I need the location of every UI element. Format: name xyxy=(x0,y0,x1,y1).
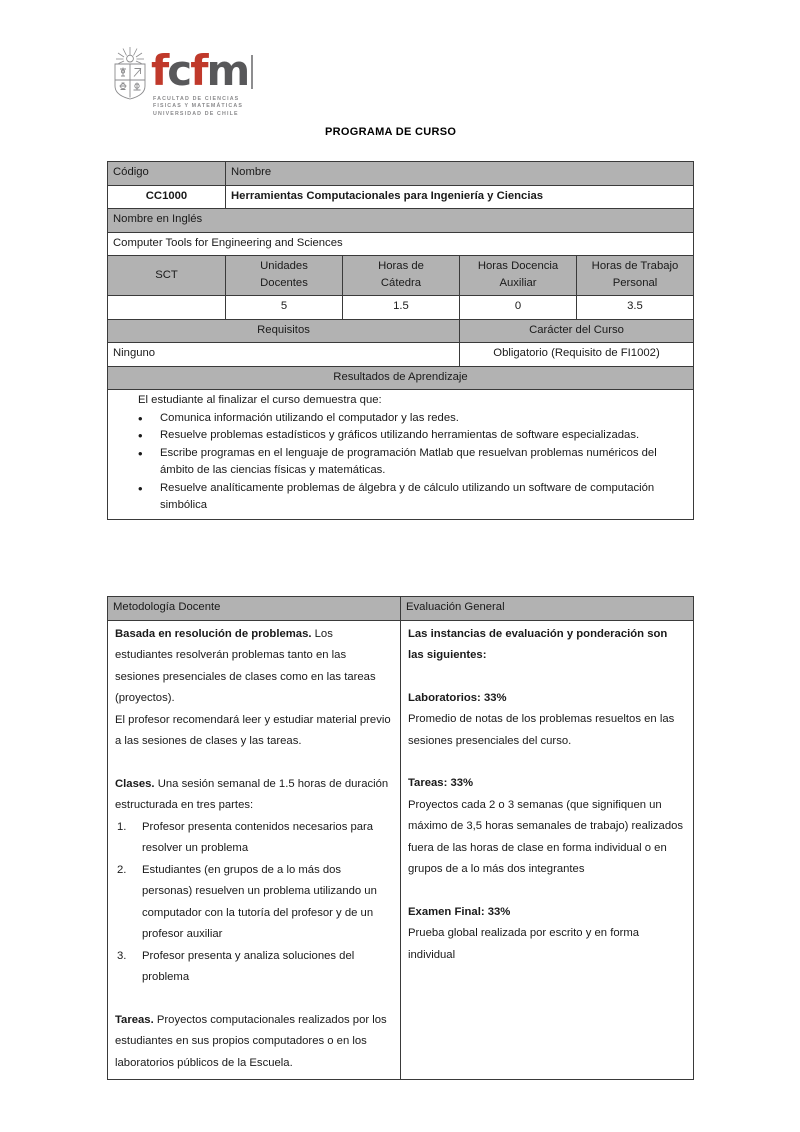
unidades-docentes-header: Unidades Docentes xyxy=(225,255,343,296)
bullet-icon: • xyxy=(138,410,143,426)
metodologia-paragraph-1: Basada en resolución de problemas. Los e… xyxy=(115,624,393,710)
list-item-label: Estudiantes (en grupos de a lo más dos p… xyxy=(142,863,377,941)
codigo-value: CC1000 xyxy=(107,184,226,209)
sct-value xyxy=(107,295,226,320)
page-title: PROGRAMA DE CURSO xyxy=(325,126,457,138)
horas-docencia-auxiliar-header: Horas Docencia Auxiliar xyxy=(459,255,577,296)
caracter-curso-value: Obligatorio (Requisito de FI1002) xyxy=(459,342,694,367)
evaluacion-item-text: Promedio de notas de los problemas resue… xyxy=(408,713,675,747)
wordmark-letter-f2: f xyxy=(190,46,208,95)
sct-header: SCT xyxy=(107,255,226,296)
codigo-header: Código xyxy=(107,161,226,186)
clases-steps-list: 1. Profesor presenta contenidos necesari… xyxy=(115,817,393,989)
caracter-curso-header: Carácter del Curso xyxy=(459,318,694,343)
evaluacion-general-cell: Las instancias de evaluación y ponderaci… xyxy=(400,619,694,1080)
horas-docencia-auxiliar-value: 0 xyxy=(459,295,577,320)
list-item: • Comunica información utilizando el com… xyxy=(138,410,685,428)
spacer xyxy=(408,752,686,773)
table-row: SCT Unidades Docentes Horas de Cátedra H… xyxy=(107,255,694,296)
list-item: • Resuelve analíticamente problemas de á… xyxy=(138,480,685,515)
table-row: Ninguno Obligatorio (Requisito de FI1002… xyxy=(107,342,694,367)
document-header: fcfm FACULTAD DE CIENCIAS FISICAS Y MATE… xyxy=(107,44,693,144)
list-item-label: Profesor presenta y analiza soluciones d… xyxy=(142,949,355,984)
nombre-header: Nombre xyxy=(225,161,694,186)
table-row: CC1000 Herramientas Computacionales para… xyxy=(107,184,694,209)
metodologia-clases-paragraph: Clases. Una sesión semanal de 1.5 horas … xyxy=(115,774,393,817)
table-row: Resultados de Aprendizaje xyxy=(107,365,694,390)
bullet-icon: • xyxy=(138,428,143,443)
table-row: Basada en resolución de problemas. Los e… xyxy=(107,619,694,1080)
wordmark-letter-m: m xyxy=(206,46,250,95)
evaluacion-item-text: Prueba global realizada por escrito y en… xyxy=(408,927,640,961)
list-item-label: Resuelve analíticamente problemas de álg… xyxy=(160,481,655,512)
fcfm-logo: fcfm FACULTAD DE CIENCIAS FISICAS Y MATE… xyxy=(107,44,267,134)
resultados-aprendizaje-cell: El estudiante al finalizar el curso demu… xyxy=(107,389,694,520)
nombre-ingles-header: Nombre en Inglés xyxy=(107,208,694,233)
bullet-icon: • xyxy=(138,445,143,461)
horas-catedra-value: 1.5 xyxy=(342,295,460,320)
table-row: Código Nombre xyxy=(107,161,694,186)
resultados-intro: El estudiante al finalizar el curso demu… xyxy=(138,394,382,406)
requisitos-value: Ninguno xyxy=(107,342,460,367)
spacer xyxy=(408,881,686,902)
fcfm-wordmark: fcfm xyxy=(151,50,254,92)
wordmark-letter-c: c xyxy=(167,46,192,95)
metodologia-paragraph-2: El profesor recomendará leer y estudiar … xyxy=(115,713,391,748)
wordmark-bar xyxy=(251,55,254,89)
metodologia-tareas-paragraph: Tareas. Proyectos computacionales realiz… xyxy=(115,1010,393,1075)
bullet-icon: • xyxy=(138,480,143,496)
clases-bold: Clases. xyxy=(115,777,155,790)
horas-trabajo-personal-value: 3.5 xyxy=(576,295,694,320)
metodologia-p1-rest: Los estudiantes resolverán problemas tan… xyxy=(115,627,376,705)
metodologia-docente-cell: Basada en resolución de problemas. Los e… xyxy=(107,619,401,1080)
evaluacion-item-title: Laboratorios: 33% xyxy=(408,691,507,704)
list-item: 1. Profesor presenta contenidos necesari… xyxy=(115,817,393,860)
evaluacion-general-header: Evaluación General xyxy=(400,596,694,621)
tareas-bold: Tareas. xyxy=(115,1013,154,1026)
table-row: Nombre en Inglés xyxy=(107,208,694,233)
table-row: Computer Tools for Engineering and Scien… xyxy=(107,231,694,256)
requisitos-header: Requisitos xyxy=(107,318,460,343)
unidades-docentes-value: 5 xyxy=(225,295,343,320)
table-row: 5 1.5 0 3.5 xyxy=(107,295,694,320)
horas-trabajo-personal-header: Horas de Trabajo Personal xyxy=(576,255,694,296)
resultados-aprendizaje-header: Resultados de Aprendizaje xyxy=(107,365,694,390)
spacer xyxy=(115,753,393,774)
horas-catedra-header: Horas de Cátedra xyxy=(342,255,460,296)
evaluacion-item-title: Tareas: 33% xyxy=(408,777,474,789)
list-item: 3. Profesor presenta y analiza solucione… xyxy=(115,946,393,989)
clases-rest: Una sesión semanal de 1.5 horas de durac… xyxy=(115,777,389,812)
list-item-number: 2. xyxy=(117,863,127,876)
university-of-chile-crest-icon xyxy=(114,47,146,100)
table-row: El estudiante al finalizar el curso demu… xyxy=(107,389,694,520)
table-row: Requisitos Carácter del Curso xyxy=(107,318,694,343)
resultados-list: • Comunica información utilizando el com… xyxy=(116,410,685,515)
evaluacion-intro: Las instancias de evaluación y ponderaci… xyxy=(408,627,668,662)
table-row: Metodología Docente Evaluación General xyxy=(107,596,694,621)
metodologia-p1-bold: Basada en resolución de problemas. xyxy=(115,627,312,640)
list-item: 2. Estudiantes (en grupos de a lo más do… xyxy=(115,860,393,946)
list-item-label: Comunica información utilizando el compu… xyxy=(160,411,459,424)
faculty-subtitle: FACULTAD DE CIENCIAS FISICAS Y MATEMÁTIC… xyxy=(153,96,244,117)
list-item-label: Escribe programas en el lenguaje de prog… xyxy=(160,446,657,477)
list-item: • Escribe programas en el lenguaje de pr… xyxy=(138,445,685,480)
wordmark-letter-f: f xyxy=(151,46,169,95)
methodology-evaluation-table: Metodología Docente Evaluación General B… xyxy=(107,596,694,1080)
spacer xyxy=(115,989,393,1010)
list-item-number: 1. xyxy=(117,820,127,833)
list-item-number: 3. xyxy=(117,949,127,962)
metodologia-docente-header: Metodología Docente xyxy=(107,596,401,621)
spacer xyxy=(408,667,686,688)
nombre-ingles-value: Computer Tools for Engineering and Scien… xyxy=(107,231,694,256)
evaluacion-item-title: Examen Final: 33% xyxy=(408,905,511,918)
nombre-value: Herramientas Computacionales para Ingeni… xyxy=(225,184,694,209)
list-item: • Resuelve problemas estadísticos y gráf… xyxy=(138,427,685,445)
list-item-label: Resuelve problemas estadísticos y gráfic… xyxy=(160,429,640,441)
tareas-rest: Proyectos computacionales realizados por… xyxy=(115,1013,387,1069)
list-item-label: Profesor presenta contenidos necesarios … xyxy=(142,820,374,855)
course-info-table: Código Nombre CC1000 Herramientas Comput… xyxy=(107,161,694,520)
evaluacion-item-text: Proyectos cada 2 o 3 semanas (que signif… xyxy=(408,798,684,876)
